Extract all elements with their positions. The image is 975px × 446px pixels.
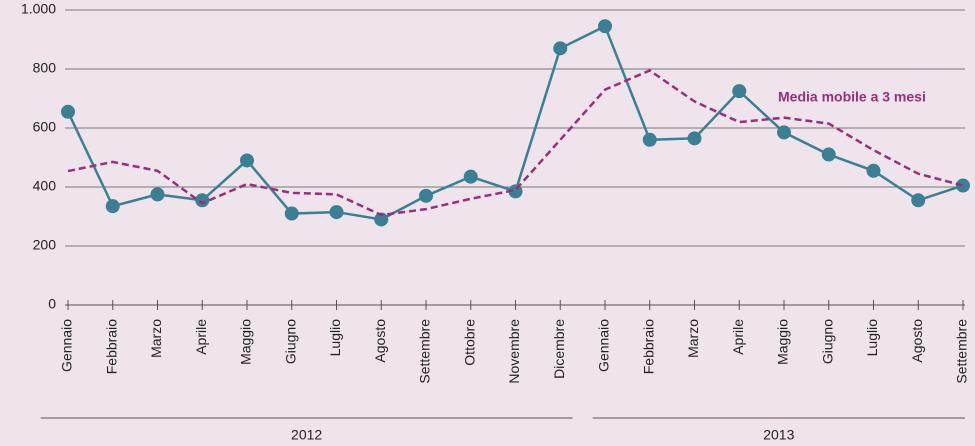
data-point [61,104,75,119]
x-tick-label: Giugno [282,319,298,364]
x-tick-label: Febbraio [640,319,656,374]
data-point [642,132,657,147]
y-tick-label: 400 [33,178,57,194]
data-point [240,153,254,168]
x-tick-label: Gennaio [59,319,75,372]
data-point [195,193,210,208]
data-point [105,199,120,214]
x-tick-label: Marzo [685,319,701,358]
series-annotation: Media mobile a 3 mesi [778,89,926,105]
x-tick-label: Novembre [506,319,522,384]
x-tick-label: Agosto [909,319,925,363]
x-tick-label: Agosto [372,319,388,363]
x-tick-label: Luglio [327,319,343,357]
data-point [777,125,791,140]
x-tick-label: Ottobre [461,319,477,366]
x-tick-label: Aprile [730,319,746,355]
x-tick-label: Giugno [819,319,835,364]
x-tick-label: Febbraio [103,319,119,374]
data-point [463,169,478,184]
x-tick-label: Aprile [193,319,209,355]
group-label: 2013 [763,427,794,443]
data-point [553,41,568,56]
y-tick-label: 1.000 [21,1,56,17]
data-point [329,205,344,220]
y-tick-label: 0 [48,296,56,312]
data-point [508,184,523,199]
x-tick-label: Marzo [148,319,164,358]
x-tick-label: Settembre [954,319,970,384]
data-point [419,188,433,203]
x-tick-label: Maggio [775,319,791,365]
data-point [150,187,165,202]
data-point [956,178,970,193]
data-point [687,131,702,146]
x-tick-label: Luglio [864,319,880,357]
x-tick-label: Maggio [238,319,254,365]
x-tick-label: Gennaio [596,319,612,372]
data-point [911,193,926,208]
y-tick-label: 200 [33,237,57,253]
group-label: 2012 [291,427,322,443]
y-tick-label: 800 [33,60,57,76]
data-point [866,163,881,178]
y-tick-label: 600 [33,119,57,135]
data-point [284,206,299,221]
data-point [598,19,612,34]
x-tick-label: Dicembre [551,319,567,379]
data-point [374,212,389,227]
data-point [821,147,836,162]
x-tick-label: Settembre [417,319,433,384]
data-point [732,84,747,99]
